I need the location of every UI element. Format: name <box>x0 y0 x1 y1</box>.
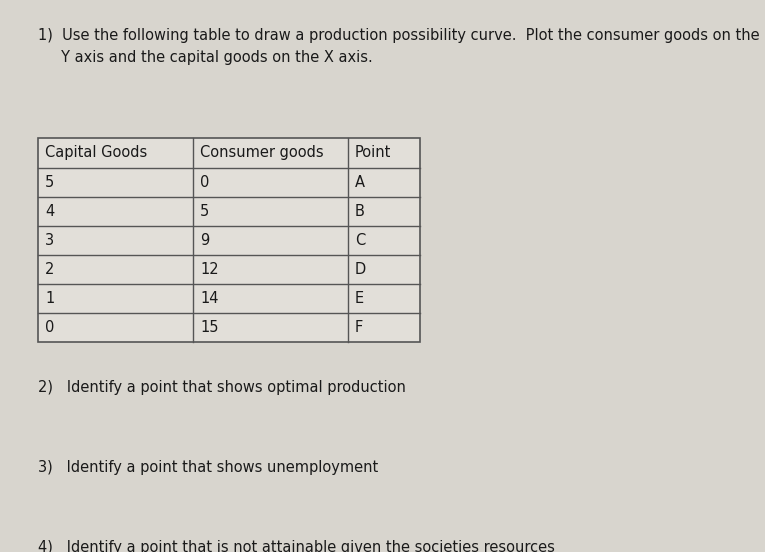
Text: F: F <box>355 320 363 335</box>
Text: Capital Goods: Capital Goods <box>45 146 147 161</box>
Text: E: E <box>355 291 364 306</box>
Text: 9: 9 <box>200 233 210 248</box>
Text: 2)   Identify a point that shows optimal production: 2) Identify a point that shows optimal p… <box>38 380 406 395</box>
Text: 3)   Identify a point that shows unemployment: 3) Identify a point that shows unemploym… <box>38 460 378 475</box>
Text: 1)  Use the following table to draw a production possibility curve.  Plot the co: 1) Use the following table to draw a pro… <box>38 28 760 43</box>
Bar <box>38 138 420 342</box>
Text: 5: 5 <box>45 175 54 190</box>
Text: 4: 4 <box>45 204 54 219</box>
Text: 15: 15 <box>200 320 219 335</box>
Text: 5: 5 <box>200 204 210 219</box>
Text: A: A <box>355 175 365 190</box>
Text: 14: 14 <box>200 291 219 306</box>
Text: C: C <box>355 233 365 248</box>
Text: Point: Point <box>355 146 392 161</box>
Text: Y axis and the capital goods on the X axis.: Y axis and the capital goods on the X ax… <box>38 50 373 65</box>
Text: 0: 0 <box>45 320 54 335</box>
Text: 4)   Identify a point that is not attainable given the societies resources: 4) Identify a point that is not attainab… <box>38 540 555 552</box>
Text: D: D <box>355 262 366 277</box>
Text: 2: 2 <box>45 262 54 277</box>
Text: 12: 12 <box>200 262 219 277</box>
Text: 3: 3 <box>45 233 54 248</box>
Text: B: B <box>355 204 365 219</box>
Text: Consumer goods: Consumer goods <box>200 146 324 161</box>
Bar <box>38 138 420 342</box>
Text: 1: 1 <box>45 291 54 306</box>
Text: 0: 0 <box>200 175 210 190</box>
